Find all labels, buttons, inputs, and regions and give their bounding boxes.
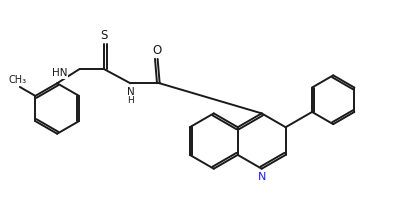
Text: CH₃: CH₃ [8, 75, 26, 85]
Text: HN: HN [52, 68, 67, 78]
Text: H: H [127, 96, 134, 105]
Text: N: N [126, 87, 134, 97]
Text: O: O [152, 44, 162, 57]
Text: S: S [100, 29, 107, 42]
Text: N: N [258, 172, 267, 182]
